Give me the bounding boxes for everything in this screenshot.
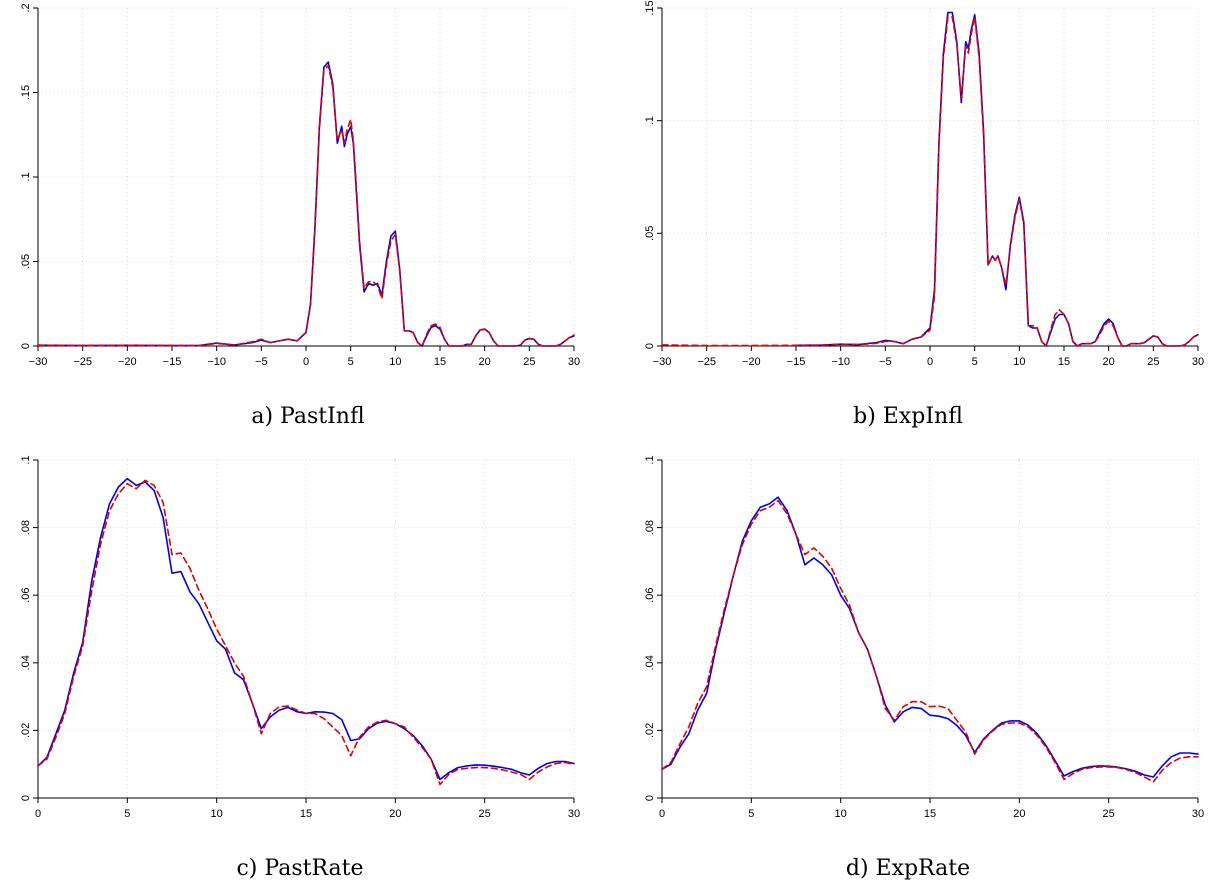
x-tick-label: 30 [1192, 808, 1204, 820]
x-tick-label: 15 [300, 808, 312, 820]
x-tick-label: 5 [124, 808, 130, 820]
y-tick-label: .08 [644, 520, 656, 535]
y-tick-label: 0 [644, 795, 656, 801]
grid [37, 7, 575, 347]
chart-past-rate: 0 .02 .04 .06 .08 .1 0 5 10 15 20 25 30 [20, 455, 580, 820]
y-tick-label: .02 [20, 723, 32, 738]
x-tick-label: 5 [748, 808, 754, 820]
series-line-red-dashed [37, 64, 575, 347]
panel-c: 0 .02 .04 .06 .08 .1 0 5 10 15 20 25 30 c) PastRate [0, 444, 608, 888]
x-tick-label: 0 [35, 808, 41, 820]
y-tick-label: .15 [644, 0, 656, 15]
x-tick-label: 25 [479, 808, 491, 820]
y-tick-label: .1 [644, 116, 656, 125]
series-line-red-dashed [37, 479, 575, 786]
caption-exp-infl: b) ExpInfl [853, 404, 963, 429]
y-tick-label: .1 [20, 172, 32, 181]
x-tick-label: 5 [972, 356, 978, 368]
panel-b: 0 .05 .1 .15 −30 −25 −20 −15 −10 −5 0 5 10 15 20 25 30 b… [608, 0, 1216, 444]
x-tick-label: 30 [568, 808, 580, 820]
x-tick-label: 10 [1013, 356, 1025, 368]
y-tick-label: .15 [20, 85, 32, 100]
y-tick-label: .2 [20, 3, 32, 12]
x-tick-label: 20 [479, 356, 491, 368]
grid [37, 459, 575, 799]
y-tick-label: .02 [644, 723, 656, 738]
x-tick-label: 0 [659, 808, 665, 820]
y-tick-label: .1 [20, 455, 32, 464]
x-tick-label: 30 [568, 356, 580, 368]
series-line-blue [795, 11, 1199, 347]
x-tick-label: −20 [742, 356, 761, 368]
x-tick-label: 20 [389, 808, 401, 820]
x-tick-label: 10 [211, 808, 223, 820]
x-tick-label: 20 [1013, 808, 1025, 820]
y-tick-label: .1 [644, 455, 656, 464]
x-tick-label: −15 [163, 356, 182, 368]
x-tick-label: 0 [927, 356, 933, 368]
y-tick-label: .04 [20, 655, 32, 670]
x-tick-label: −5 [879, 356, 892, 368]
x-tick-label: 10 [835, 808, 847, 820]
y-tick-label: .05 [20, 254, 32, 269]
y-tick-label: 0 [20, 343, 32, 349]
panel-d: 0 .02 .04 .06 .08 .1 0 5 10 15 20 25 30 d) ExpRate [608, 444, 1216, 888]
series-line-red-dashed [661, 16, 1199, 347]
x-tick-label: 20 [1103, 356, 1115, 368]
x-tick-label: −10 [207, 356, 226, 368]
y-tick-label: 0 [20, 795, 32, 801]
x-tick-label: −25 [697, 356, 716, 368]
x-tick-label: −25 [73, 356, 92, 368]
x-tick-label: −10 [831, 356, 850, 368]
x-tick-label: 25 [1103, 808, 1115, 820]
y-tick-label: 0 [644, 343, 656, 349]
grid [661, 7, 1199, 347]
series-line-blue [661, 496, 1199, 778]
y-tick-label: .08 [20, 520, 32, 535]
chart-exp-rate: 0 .02 .04 .06 .08 .1 0 5 10 15 20 25 30 [644, 455, 1204, 820]
y-tick-label: .04 [644, 655, 656, 670]
x-tick-label: 15 [1058, 356, 1070, 368]
grid [661, 459, 1199, 799]
caption-past-rate: c) PastRate [236, 856, 364, 881]
x-tick-label: −30 [29, 356, 48, 368]
x-tick-label: 0 [303, 356, 309, 368]
x-tick-label: −30 [653, 356, 672, 368]
x-tick-label: 30 [1192, 356, 1204, 368]
x-tick-label: 10 [389, 356, 401, 368]
caption-past-infl: a) PastInfl [251, 404, 365, 429]
x-tick-label: 5 [348, 356, 354, 368]
x-tick-label: −15 [787, 356, 806, 368]
x-tick-label: −20 [118, 356, 137, 368]
chart-exp-infl: 0 .05 .1 .15 −30 −25 −20 −15 −10 −5 0 5 10 15 20 25 30 [644, 0, 1204, 368]
x-tick-label: 15 [924, 808, 936, 820]
caption-exp-rate: d) ExpRate [845, 856, 971, 881]
x-tick-label: 25 [523, 356, 535, 368]
panel-a: 0 .05 .1 .15 .2 −30 −25 −20 −15 −10 −5 0 5 10 15 20 25 30… [0, 0, 608, 444]
x-tick-label: −5 [255, 356, 268, 368]
y-tick-label: .06 [20, 588, 32, 603]
x-tick-label: 15 [434, 356, 446, 368]
series-line-red-dashed [661, 499, 1199, 783]
x-tick-label: 25 [1147, 356, 1159, 368]
y-tick-label: .06 [644, 588, 656, 603]
chart-past-infl: 0 .05 .1 .15 .2 −30 −25 −20 −15 −10 −5 0 5 10 15 20 25 30 [20, 3, 580, 368]
y-tick-label: .05 [644, 226, 656, 241]
